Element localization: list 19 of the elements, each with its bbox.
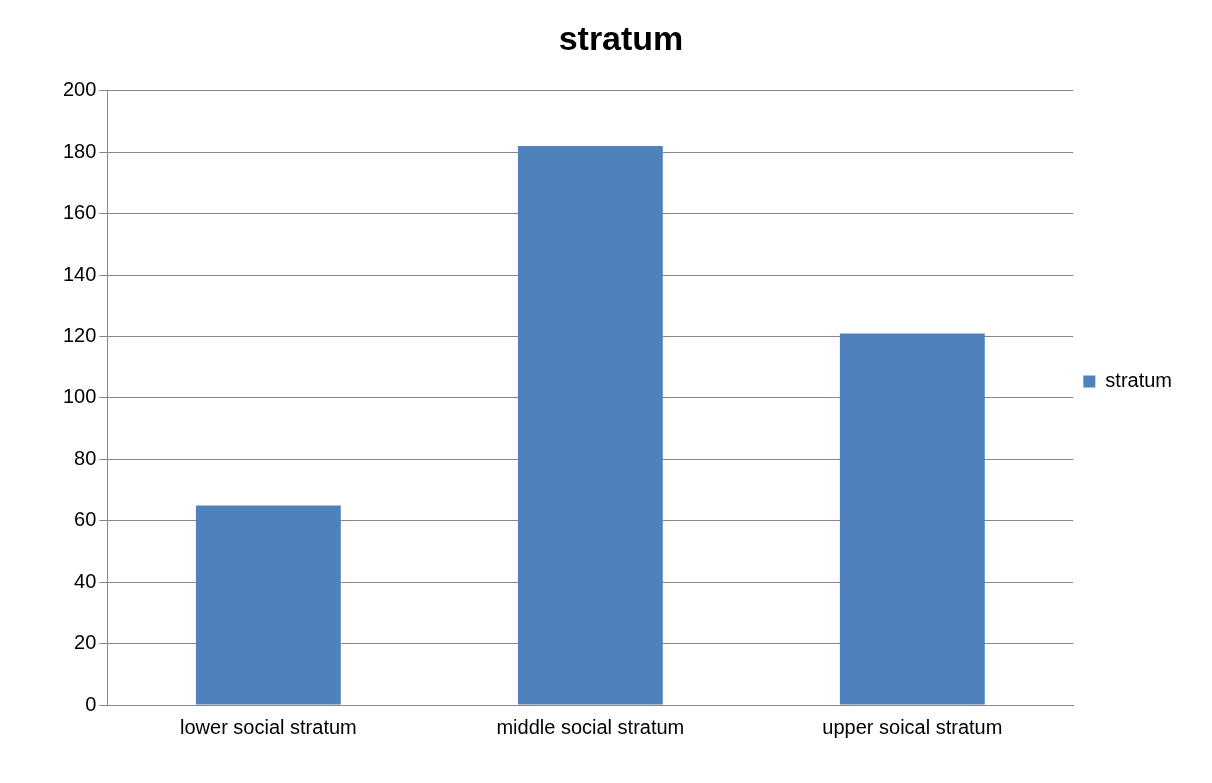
x-tick-label: upper soical stratum: [822, 715, 1003, 738]
bar: [839, 333, 985, 705]
y-tick-label: 120: [62, 324, 97, 346]
y-tick-label: 180: [62, 139, 97, 162]
y-tick-label: 0: [85, 692, 97, 715]
y-tick-label: 100: [62, 385, 97, 408]
y-tick-label: 200: [62, 78, 97, 101]
legend-label: stratum: [1105, 369, 1173, 392]
x-tick-label: lower social stratum: [180, 715, 357, 738]
y-tick-label: 60: [74, 508, 97, 531]
chart-title: stratum: [558, 18, 684, 57]
bar: [517, 146, 663, 705]
bar: [195, 505, 341, 705]
y-tick-label: 40: [74, 569, 97, 592]
y-tick-label: 20: [74, 631, 97, 654]
y-tick-label: 80: [74, 446, 97, 469]
x-tick-label: middle social stratum: [496, 715, 685, 738]
y-tick-label: 160: [62, 201, 97, 224]
y-tick-label: 140: [62, 262, 97, 285]
